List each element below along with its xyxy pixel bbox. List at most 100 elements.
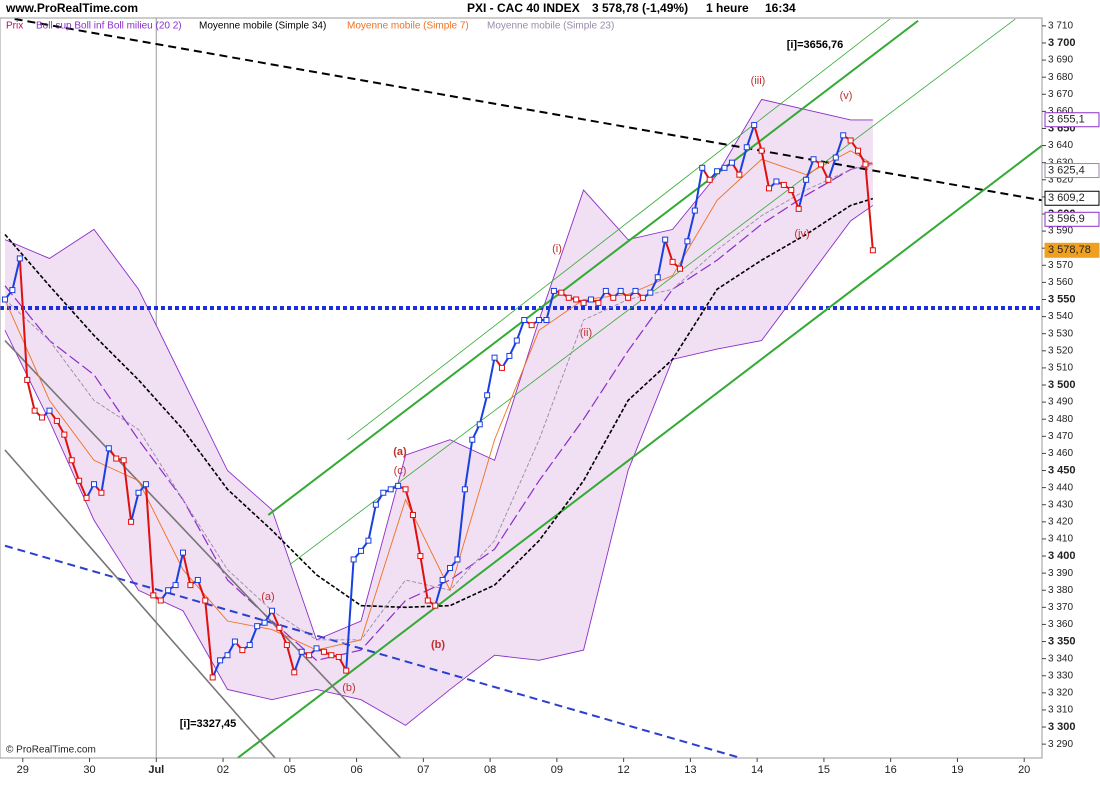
price-point xyxy=(298,648,305,655)
price-point xyxy=(617,287,624,294)
price-segment xyxy=(26,379,36,411)
price-segment xyxy=(122,460,133,522)
x-tick-label: Jul xyxy=(148,764,164,776)
price-point xyxy=(417,553,424,560)
price-point xyxy=(24,376,31,383)
price-point xyxy=(76,477,83,484)
y-tick-label: 3 430 xyxy=(1048,499,1073,510)
price-point xyxy=(825,176,832,183)
price-segment xyxy=(864,164,874,251)
site-name: www.ProRealTime.com xyxy=(5,1,138,15)
price-point xyxy=(461,486,468,493)
price-point xyxy=(528,322,535,329)
price-point xyxy=(254,623,261,630)
price-point xyxy=(16,255,23,262)
price-point xyxy=(231,638,238,645)
price-point xyxy=(83,494,90,501)
price-segment xyxy=(456,489,466,560)
price-point xyxy=(31,407,38,414)
price-point xyxy=(350,556,357,563)
trend-line xyxy=(14,18,1042,202)
price-point xyxy=(224,652,231,659)
y-tick-label: 3 570 xyxy=(1048,260,1073,271)
price-segment xyxy=(797,179,808,210)
y-tick-label: 3 530 xyxy=(1048,328,1073,339)
header-bar xyxy=(0,0,1100,18)
price-point xyxy=(817,161,824,168)
x-tick-label: 29 xyxy=(17,764,29,776)
price-tag-label: 3 625,4 xyxy=(1048,164,1085,176)
price-segment xyxy=(130,492,140,523)
y-tick-label: 3 480 xyxy=(1048,414,1073,425)
x-tick-label: 16 xyxy=(885,764,897,776)
price-point xyxy=(832,154,839,161)
price-point xyxy=(758,147,765,154)
y-tick-label: 3 350 xyxy=(1048,635,1076,647)
y-tick-label: 3 680 xyxy=(1048,72,1073,83)
price-point xyxy=(803,176,810,183)
y-tick-label: 3 710 xyxy=(1048,21,1073,32)
price-point xyxy=(595,299,602,306)
price-point xyxy=(1,296,8,303)
x-tick-label: 30 xyxy=(83,764,95,776)
trend-line xyxy=(4,339,401,758)
price-tag-label: 3 596,9 xyxy=(1048,213,1085,225)
price-point xyxy=(810,156,817,163)
price-point xyxy=(150,592,157,599)
price-point xyxy=(521,317,528,324)
price-segment xyxy=(434,579,444,606)
time: 16:34 xyxy=(765,1,796,15)
price-segment xyxy=(827,157,837,181)
price-point xyxy=(135,489,142,496)
y-tick-label: 3 700 xyxy=(1048,37,1076,49)
price-point xyxy=(424,597,431,604)
trend-line xyxy=(4,544,741,758)
price-segment xyxy=(248,625,259,646)
price-point xyxy=(714,168,721,175)
price-point xyxy=(313,645,320,652)
price-point xyxy=(632,287,639,294)
price-point xyxy=(454,556,461,563)
trend-line xyxy=(4,449,276,758)
y-tick-label: 3 590 xyxy=(1048,226,1073,237)
price-segment xyxy=(738,147,748,175)
price-point xyxy=(788,187,795,194)
price-segment xyxy=(686,210,696,242)
y-tick-label: 3 380 xyxy=(1048,585,1073,596)
price-point xyxy=(728,159,735,166)
y-tick-label: 3 640 xyxy=(1048,140,1073,151)
price-point xyxy=(53,417,60,424)
price-point xyxy=(766,185,773,192)
price-segment xyxy=(367,504,377,541)
price-segment xyxy=(18,258,29,380)
price-tag-label: 3 578,78 xyxy=(1048,244,1091,256)
plot-area xyxy=(0,18,1042,758)
price-point xyxy=(669,258,676,265)
price-point xyxy=(365,537,372,544)
price-point xyxy=(536,317,543,324)
price-point xyxy=(209,674,216,681)
price-tag xyxy=(1044,190,1100,206)
y-tick-label: 3 500 xyxy=(1048,379,1076,391)
price-point xyxy=(343,667,350,674)
price-point xyxy=(335,653,342,660)
price-point xyxy=(120,457,127,464)
price-point xyxy=(328,652,335,659)
price-point xyxy=(128,518,135,525)
y-tick-label: 3 360 xyxy=(1048,619,1073,630)
annotation: (c) xyxy=(394,465,407,477)
y-tick-label: 3 410 xyxy=(1048,534,1073,545)
price-point xyxy=(677,265,684,272)
y-tick-label: 3 690 xyxy=(1048,55,1073,66)
y-tick-label: 3 420 xyxy=(1048,516,1073,527)
price-point xyxy=(320,648,327,655)
price-point xyxy=(565,294,572,301)
x-tick-label: 02 xyxy=(217,764,229,776)
annotation: [i]=3327,45 xyxy=(180,718,237,730)
price-segment xyxy=(478,395,489,425)
y-tick-label: 3 300 xyxy=(1048,721,1076,733)
annotation: (iv) xyxy=(794,228,809,240)
price-point xyxy=(550,287,557,294)
